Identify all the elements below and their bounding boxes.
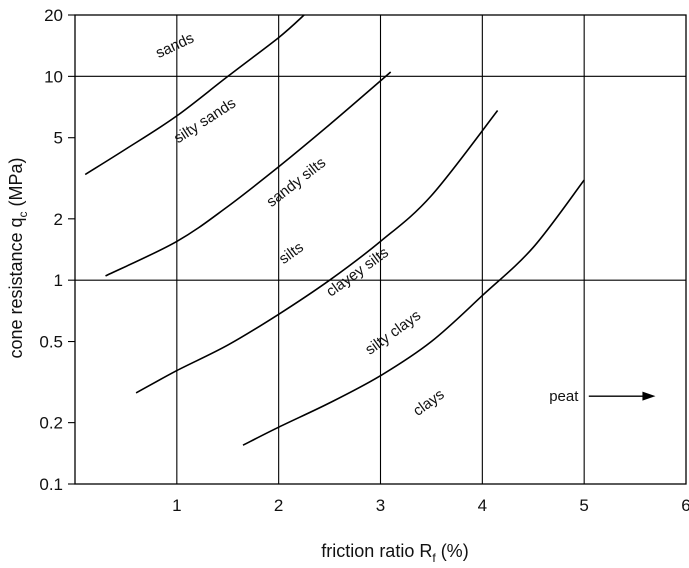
boundary-curve-2 bbox=[105, 71, 392, 277]
zone-label: sandy silts bbox=[263, 154, 329, 211]
y-tick-label: 20 bbox=[44, 6, 63, 25]
y-tick-label: 0.1 bbox=[39, 475, 63, 494]
zone-label: clays bbox=[410, 386, 448, 420]
x-tick-label: 3 bbox=[376, 496, 385, 515]
zone-label: peat bbox=[549, 388, 579, 405]
zone-label: sands bbox=[153, 30, 196, 62]
x-axis-title-unit: (%) bbox=[436, 541, 469, 561]
x-axis-title-main: friction ratio R bbox=[321, 541, 432, 561]
zone-label: silts bbox=[276, 239, 307, 268]
y-tick-label: 10 bbox=[44, 67, 63, 86]
boundary-curve-4 bbox=[242, 179, 585, 446]
y-tick-label: 2 bbox=[54, 210, 63, 229]
tick-labels: 0.1 0.2 0.5 1 2 5 10 20 1 2 3 4 5 6 bbox=[39, 6, 689, 515]
boundary-curves bbox=[84, 14, 585, 446]
plot-frame bbox=[74, 14, 687, 485]
y-tick-label: 1 bbox=[54, 271, 63, 290]
x-axis-title-subscript: f bbox=[432, 551, 436, 565]
y-axis-title-unit: (MPa) bbox=[6, 157, 26, 211]
x-tick-label: 4 bbox=[478, 496, 487, 515]
x-tick-label: 6 bbox=[681, 496, 689, 515]
zone-label: silty clays bbox=[362, 307, 424, 358]
x-tick-label: 2 bbox=[274, 496, 283, 515]
y-axis-title-subscript: c bbox=[16, 211, 30, 217]
zone-label: clayey silts bbox=[323, 244, 392, 300]
y-tick-label: 0.5 bbox=[39, 333, 63, 352]
arrow-right-icon bbox=[642, 391, 656, 401]
grid bbox=[75, 15, 686, 484]
x-tick-label: 5 bbox=[579, 496, 588, 515]
x-axis-title: friction ratio Rf (%) bbox=[321, 541, 468, 565]
y-tick-label: 0.2 bbox=[39, 414, 63, 433]
zone-label: silty sands bbox=[171, 95, 239, 147]
boundary-curve-1 bbox=[84, 14, 305, 176]
y-axis-title-main: cone resistance q bbox=[6, 217, 26, 358]
y-axis-title: cone resistance qc (MPa) bbox=[6, 157, 30, 358]
x-tick-label: 1 bbox=[172, 496, 181, 515]
boundary-curve-3 bbox=[135, 110, 499, 394]
y-tick-label: 5 bbox=[54, 129, 63, 148]
